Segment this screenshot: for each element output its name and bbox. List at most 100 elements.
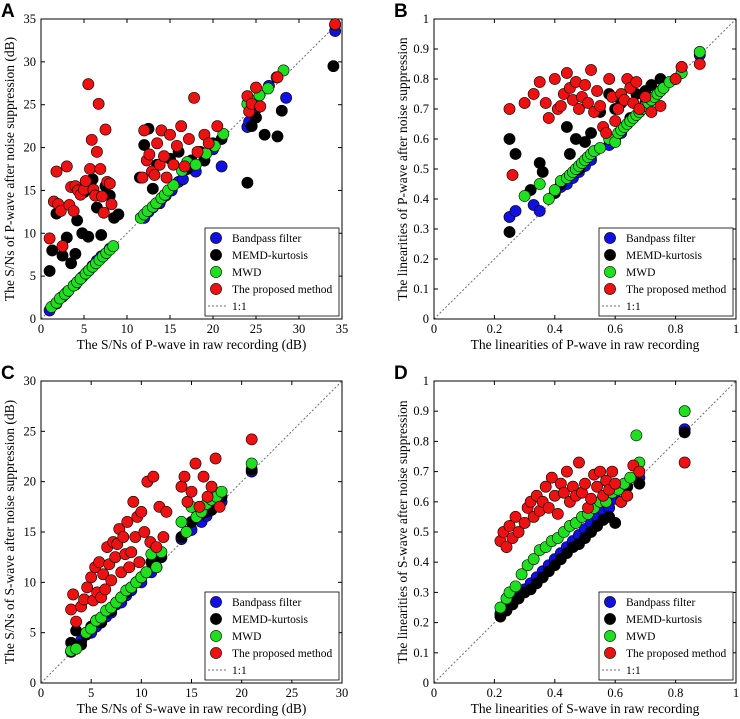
x-tick-label: 0 [431,322,437,336]
data-point [606,465,619,478]
y-tick-label: 25 [24,98,37,112]
x-tick-label: 10 [121,322,134,336]
data-point [509,580,522,593]
data-point [121,516,134,528]
data-point [170,139,183,152]
x-tick-label: 30 [293,322,306,336]
data-point [138,139,151,151]
data-point [160,505,173,518]
x-tick-label: 0.8 [668,322,684,336]
data-point [591,480,603,493]
x-tick-label: 30 [336,686,349,700]
data-point [185,485,198,498]
y-tick-label: 0.5 [413,162,429,176]
data-point [594,100,606,112]
data-point [545,471,558,484]
x-tick-label: 0.6 [607,322,623,336]
series-the-proposed-method [43,18,342,253]
data-point [147,470,160,483]
data-point [175,516,188,528]
legend: Bandpass filter MEMD-kurtosis MWD The propo… [598,591,734,681]
data-point [554,100,567,112]
data-point [250,81,262,94]
data-point [138,124,151,137]
x-tick-label: 1 [733,322,739,336]
data-point [157,531,170,543]
legend-marker [210,232,222,244]
data-point [94,163,107,175]
y-tick-label: 15 [24,525,37,539]
y-tick-label: 0.6 [413,495,429,509]
data-point [503,133,516,145]
data-point [678,405,691,418]
data-point [633,465,646,478]
data-point [630,429,643,442]
series-the-proposed-method [503,58,706,181]
data-point [533,178,546,190]
legend-marker [210,630,222,642]
y-tick-label: 20 [24,141,37,155]
y-tick-label: 10 [24,226,37,240]
data-point [117,531,130,543]
x-tick-label: 25 [286,686,299,700]
y-tick-label: 0.2 [413,616,429,630]
legend-entry: Bandpass filter [232,597,301,609]
data-point [99,583,112,596]
y-tick-label: 0.4 [413,192,429,206]
data-point [327,60,340,73]
data-point [579,477,591,490]
y-tick-label: 0.5 [413,525,429,539]
x-tick-label: 20 [235,686,248,700]
data-point [167,179,180,192]
data-point [624,471,637,484]
panel-b: 0 0.2 0.4 0.6 0.8 1 0 0.1 0.2 0.3 0.4 0.5 0.6 0.7 0.8 0… [394,1,739,352]
panel-label: D [394,363,408,384]
data-point [500,541,513,553]
data-point [189,457,202,470]
data-point [518,190,531,202]
data-point [91,145,103,158]
data-point [639,91,652,103]
y-tick-label: 0 [423,312,429,326]
data-point [271,71,284,84]
data-point [609,115,622,127]
data-point [518,517,531,529]
data-point [211,120,224,133]
data-point [79,175,92,187]
legend-entry: MEMD-kurtosis [626,614,703,626]
data-point [573,103,585,115]
x-tick-label: 15 [185,686,198,700]
x-tick-label: 0 [38,686,44,700]
legend-entry: Bandpass filter [232,233,301,245]
legend-marker [604,630,616,642]
data-point [181,495,194,508]
data-point [591,85,603,97]
data-point [143,148,156,161]
x-tick-label: 0.8 [668,686,684,700]
legend-marker [604,283,616,295]
legend-marker [210,647,222,659]
data-point [60,160,73,173]
legend-box [598,227,734,317]
data-point [585,492,597,505]
data-point [215,160,228,173]
y-tick-label: 0 [30,676,36,690]
data-point [136,171,149,184]
y-tick-label: 0.8 [413,434,429,448]
legend-entry: MEMD-kurtosis [626,250,703,262]
data-point [621,489,634,502]
data-point [205,480,218,493]
legend-marker [604,249,616,261]
y-tick-label: 0.3 [413,585,429,599]
x-tick-label: 20 [207,322,220,336]
data-point [603,73,616,85]
x-tick-label: 5 [81,322,87,336]
data-point [85,133,98,146]
data-point [527,88,540,100]
data-point [693,58,706,70]
series-mwd [45,19,342,313]
data-point [633,477,646,490]
data-point [135,505,148,518]
data-point [579,79,591,91]
data-point [46,244,59,257]
